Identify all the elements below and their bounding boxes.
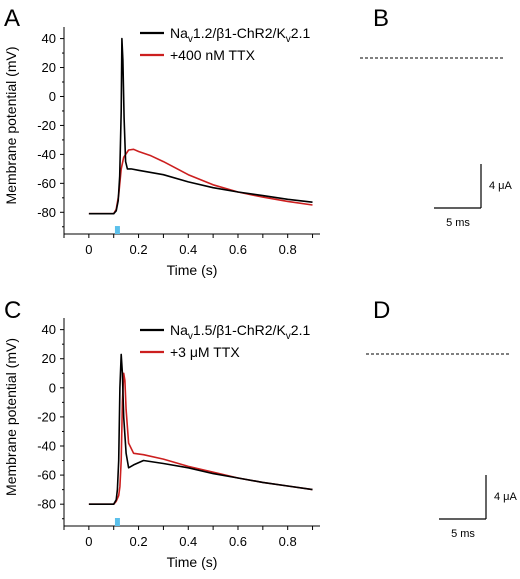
legend-text: Na <box>170 322 188 338</box>
chart-c: -80 -60 -40 -20 0 20 40 0 0.2 0.4 0.6 0.8 Time (s) Me… <box>3 318 320 570</box>
x-tick-label: 0 <box>85 242 92 257</box>
x-axis-label: Time (s) <box>167 262 218 278</box>
x-tick-label: 0.8 <box>279 242 297 257</box>
legend-text: 1.5/β1-ChR2/K <box>193 322 287 338</box>
legend-text: 1.2/β1-ChR2/K <box>193 25 287 41</box>
legend-entry: +3 μM TTX <box>170 344 240 360</box>
y-tick-label: -60 <box>37 468 56 483</box>
x-tick-label: 0.6 <box>229 242 247 257</box>
y-tick-label: 40 <box>42 31 56 46</box>
x-tick-label: 0.8 <box>279 534 297 549</box>
legend: Nav1.2/β1-ChR2/Kv2.1+400 nM TTX <box>140 25 310 63</box>
y-axis-label: Membrane potential (mV) <box>3 338 19 496</box>
x-tick-label: 0.2 <box>130 534 148 549</box>
chart-a: -80 -60 -40 -20 0 20 40 0 0.2 0.4 0.6 0.8 Time (s) Me… <box>3 25 320 278</box>
panel-label-c: C <box>4 297 21 324</box>
y-tick-label: 20 <box>42 60 56 75</box>
y-axis-label: Membrane potential (mV) <box>3 47 19 205</box>
series-ttx-line <box>88 148 313 215</box>
scale-bar-y-label: 4 μA <box>494 491 518 503</box>
legend-entry: Nav1.2/β1-ChR2/Kv2.1 <box>170 25 310 45</box>
y-tick-label: 20 <box>42 351 56 366</box>
x-tick-label: 0.6 <box>229 534 247 549</box>
y-tick-label: -40 <box>37 147 56 162</box>
series-control-line <box>88 37 313 215</box>
chart-b: 4 μA 5 ms <box>360 58 513 229</box>
light-stimulus-marker <box>114 518 120 526</box>
x-tick-label: 0 <box>85 534 92 549</box>
legend-text: 2.1 <box>291 25 311 41</box>
legend-text: Na <box>170 25 188 41</box>
legend-entry: Nav1.5/β1-ChR2/Kv2.1 <box>170 322 310 342</box>
chart-d: 4 μA 5 ms <box>366 354 518 540</box>
y-tick-label: -80 <box>37 205 56 220</box>
series-control-line <box>88 353 313 505</box>
x-tick-label: 0.4 <box>179 534 197 549</box>
legend-subscript: v <box>188 331 193 342</box>
y-tick-label: 0 <box>49 380 56 395</box>
legend-text: 2.1 <box>291 322 311 338</box>
panel-label-b: B <box>373 5 389 32</box>
y-tick-label: -40 <box>37 439 56 454</box>
legend-entry: +400 nM TTX <box>170 47 256 63</box>
panel-label-a: A <box>4 5 20 32</box>
scale-bar-x-label: 5 ms <box>451 528 475 540</box>
x-tick-label: 0.2 <box>130 242 148 257</box>
light-stimulus-marker <box>114 226 120 235</box>
y-tick-label: -20 <box>37 118 56 133</box>
scale-bar-x-label: 5 ms <box>446 217 470 229</box>
x-axis-label: Time (s) <box>167 554 218 570</box>
panel-label-d: D <box>373 297 390 324</box>
legend-subscript: v <box>286 331 291 342</box>
y-tick-label: -80 <box>37 497 56 512</box>
y-tick-label: -60 <box>37 176 56 191</box>
legend-subscript: v <box>286 34 291 45</box>
x-tick-label: 0.4 <box>179 242 197 257</box>
legend: Nav1.5/β1-ChR2/Kv2.1+3 μM TTX <box>140 322 310 360</box>
y-tick-label: 40 <box>42 322 56 337</box>
y-tick-label: 0 <box>49 89 56 104</box>
y-tick-label: -20 <box>37 409 56 424</box>
scale-bar-y-label: 4 μA <box>489 180 513 192</box>
legend-subscript: v <box>188 34 193 45</box>
